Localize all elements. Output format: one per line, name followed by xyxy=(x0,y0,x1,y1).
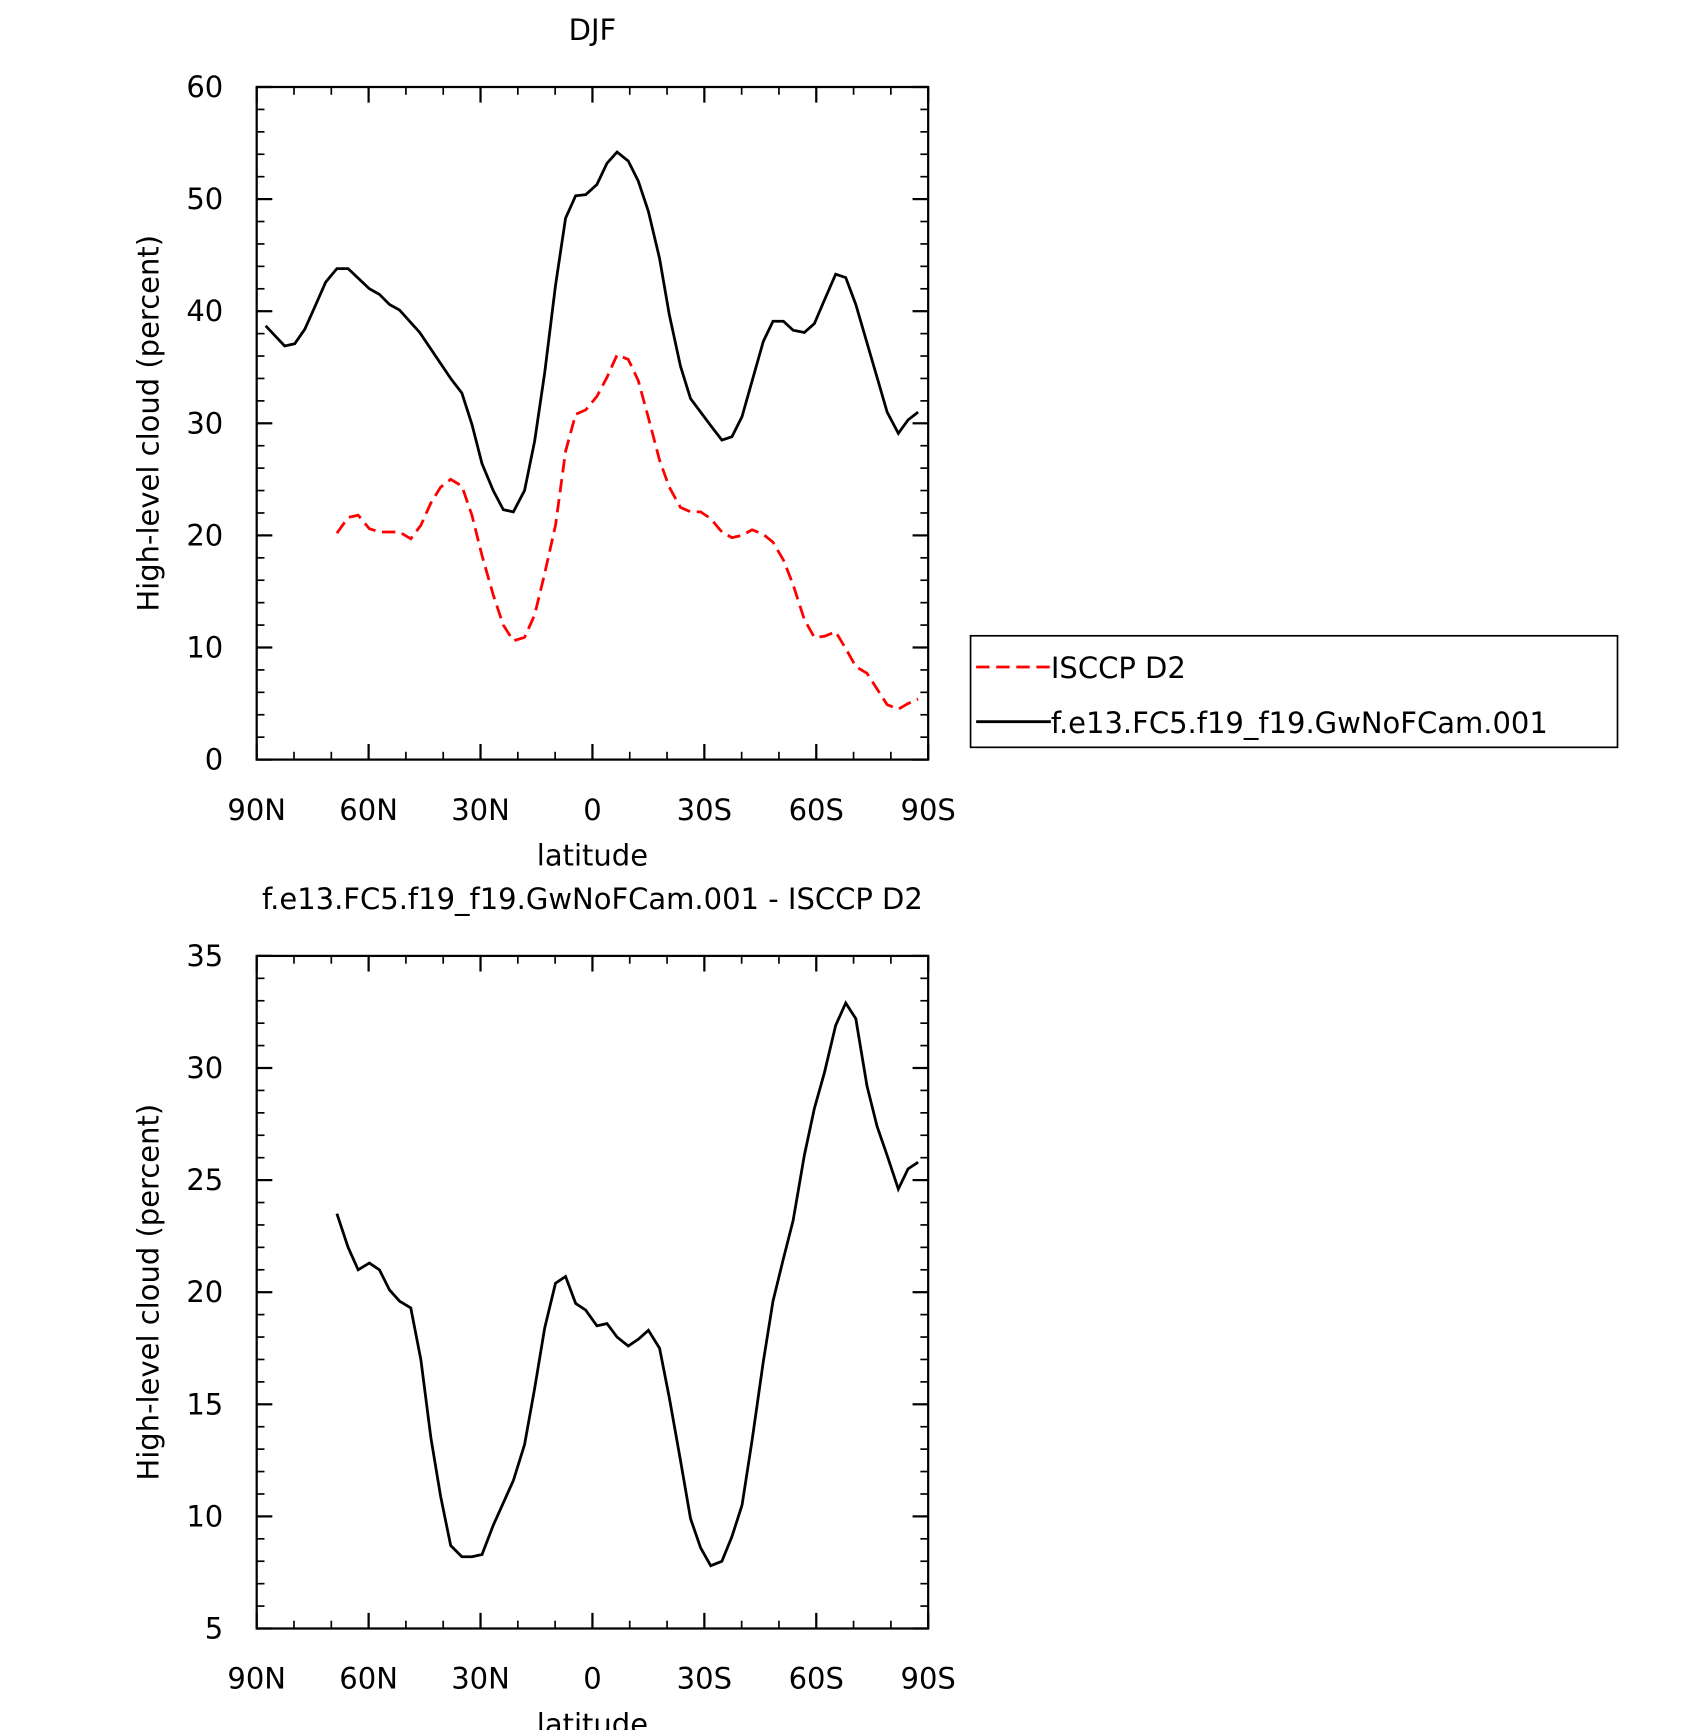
y-tick-label: 30 xyxy=(186,1051,223,1085)
plot: f.e13.FC5.f19_f19.GwNoFCam.001 - ISCCP D… xyxy=(132,882,956,1730)
x-tick-label: 30S xyxy=(677,793,732,827)
x-tick-label: 60N xyxy=(339,793,398,827)
chart-title: f.e13.FC5.f19_f19.GwNoFCam.001 - ISCCP D… xyxy=(262,882,923,916)
y-tick-label: 10 xyxy=(186,631,223,665)
x-tick-label: 0 xyxy=(583,1662,601,1696)
legend-label: f.e13.FC5.f19_f19.GwNoFCam.001 xyxy=(1051,706,1548,740)
y-tick-label: 15 xyxy=(186,1387,223,1421)
data-line xyxy=(264,150,919,514)
x-tick-label: 30N xyxy=(451,1662,510,1696)
x-axis-label: latitude xyxy=(537,839,648,873)
y-tick-label: 40 xyxy=(186,294,223,328)
legend: ISCCP D2 f.e13.FC5.f19_f19.GwNoFCam.001 xyxy=(969,634,1619,749)
plot-frame xyxy=(255,85,930,761)
y-tick-label: 20 xyxy=(186,518,223,552)
x-tick-label: 60S xyxy=(789,793,844,827)
x-tick-label: 90S xyxy=(901,1662,956,1696)
x-tick-label: 90N xyxy=(227,1662,286,1696)
x-tick-label: 60N xyxy=(339,1662,398,1696)
y-tick-label: 50 xyxy=(186,182,223,216)
data-line xyxy=(335,1000,919,1568)
x-tick-label: 30N xyxy=(451,793,510,827)
y-tick-label: 0 xyxy=(205,743,223,777)
y-axis-label: High-level cloud (percent) xyxy=(132,1104,166,1481)
legend-label: ISCCP D2 xyxy=(1051,651,1186,685)
y-tick-label: 5 xyxy=(205,1612,223,1646)
y-tick-label: 35 xyxy=(186,939,223,973)
y-tick-label: 20 xyxy=(186,1275,223,1309)
x-tick-label: 90N xyxy=(227,793,286,827)
legend-box xyxy=(969,634,1619,749)
chart-title: DJF xyxy=(569,13,617,47)
data-line xyxy=(335,353,919,711)
x-tick-label: 60S xyxy=(789,1662,844,1696)
y-tick-label: 30 xyxy=(186,406,223,440)
x-tick-label: 30S xyxy=(677,1662,732,1696)
x-tick-label: 90S xyxy=(901,793,956,827)
y-axis-label: High-level cloud (percent) xyxy=(132,235,166,612)
y-tick-label: 25 xyxy=(186,1163,223,1197)
y-tick-label: 10 xyxy=(186,1499,223,1533)
x-tick-label: 0 xyxy=(583,793,601,827)
x-axis-label: latitude xyxy=(537,1707,648,1730)
plot-frame xyxy=(255,954,930,1630)
y-tick-label: 60 xyxy=(186,70,223,104)
plot: DJF latitude High-level cloud (percent) 90N… xyxy=(132,13,1619,873)
